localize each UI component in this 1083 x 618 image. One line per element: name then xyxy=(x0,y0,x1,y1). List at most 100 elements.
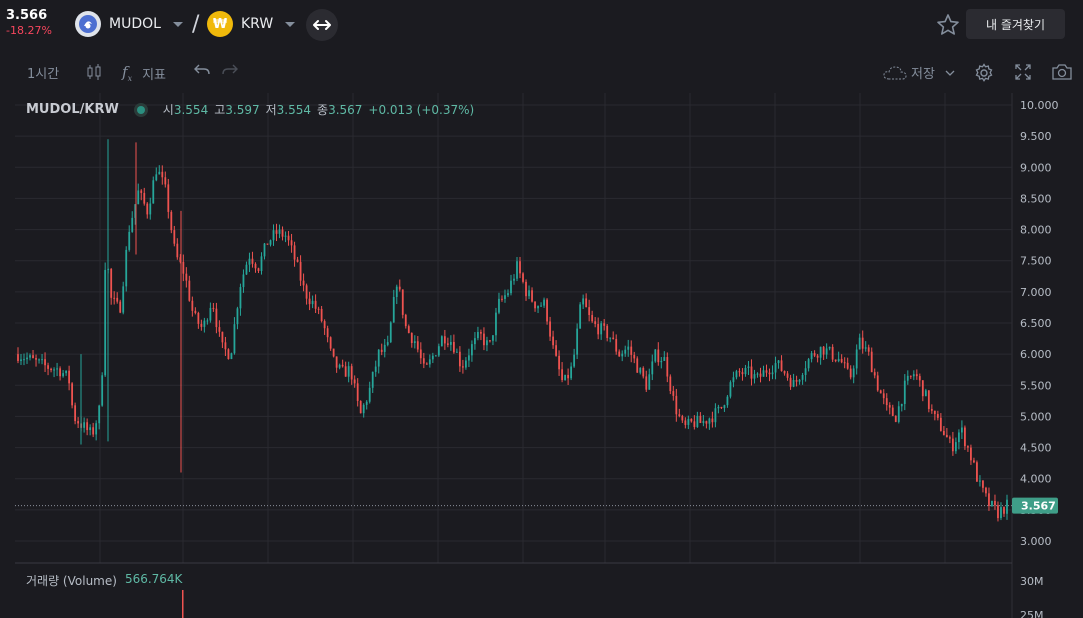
candle-body xyxy=(104,269,107,376)
candle-body xyxy=(681,416,684,421)
candle-body xyxy=(278,229,281,234)
settings-button[interactable] xyxy=(974,63,994,83)
chevron-down-icon xyxy=(172,21,183,27)
candle-body xyxy=(753,374,756,379)
fullscreen-button[interactable] xyxy=(1014,63,1032,81)
candle-body xyxy=(167,184,170,212)
candle-body xyxy=(65,370,67,374)
candle-body xyxy=(651,361,654,375)
candle-body xyxy=(383,344,386,352)
candle-body xyxy=(474,338,476,345)
volume-label: 거래량 (Volume) xyxy=(26,574,117,588)
candle-body xyxy=(314,300,317,309)
candle-body xyxy=(287,235,290,241)
legend-close-label: 종 xyxy=(317,103,329,117)
candle-body xyxy=(630,346,633,355)
candle-body xyxy=(867,347,870,352)
candle-body xyxy=(446,343,449,345)
candle-body xyxy=(849,368,852,378)
candle-body xyxy=(458,351,461,367)
current-price: 3.566 xyxy=(6,8,48,23)
candle-body xyxy=(726,396,729,406)
candle-body xyxy=(991,500,993,506)
candle-body xyxy=(50,368,52,371)
candle-body xyxy=(970,447,972,461)
candle-body xyxy=(924,390,927,397)
candle-body xyxy=(404,314,407,327)
candle-body xyxy=(254,263,257,269)
candle-body xyxy=(212,307,215,309)
favorites-button[interactable]: 내 즐겨찾기 xyxy=(966,9,1065,39)
star-icon[interactable] xyxy=(936,13,960,37)
candle-body xyxy=(62,373,64,377)
legend-close: 3.567 xyxy=(328,102,363,117)
candle-body xyxy=(26,357,28,360)
header-bar: 3.566 -18.27% MUDOL / ₩ KRW 내 즐겨찾기 xyxy=(0,0,1083,50)
candle-body xyxy=(717,406,720,409)
candle-body xyxy=(979,480,981,482)
candle-body xyxy=(209,307,212,321)
candle-body xyxy=(311,300,314,305)
candle-body xyxy=(516,261,518,279)
candle-body xyxy=(83,422,86,428)
candle-body xyxy=(994,500,996,506)
candle-body xyxy=(206,320,209,322)
candle-body xyxy=(338,364,341,368)
volume-tick-label: 25M xyxy=(1020,609,1044,618)
y-tick-label: 4.000 xyxy=(1020,473,1052,486)
candle-body xyxy=(149,203,152,215)
candle-body xyxy=(789,377,792,387)
chevron-down-icon xyxy=(285,21,296,27)
volume-value: 566.764K xyxy=(124,572,183,586)
settings-icon xyxy=(975,63,993,82)
candle-body xyxy=(507,293,509,296)
candle-body xyxy=(945,434,948,438)
candle-body xyxy=(525,281,527,297)
fullscreen-icon xyxy=(1015,64,1031,80)
candle-body xyxy=(942,430,945,435)
candle-body xyxy=(997,505,999,519)
y-tick-label: 7.500 xyxy=(1020,255,1052,268)
redo-button[interactable] xyxy=(222,63,238,77)
candle-body xyxy=(711,418,714,423)
candle-body xyxy=(774,363,777,373)
candle-body xyxy=(341,364,344,367)
series-visibility-toggle[interactable] xyxy=(136,105,145,114)
candle-body xyxy=(714,408,717,423)
candle-body xyxy=(633,354,636,359)
candle-body xyxy=(35,358,37,360)
indicators-button[interactable]: fx 지표 xyxy=(122,63,166,83)
candle-body xyxy=(573,354,576,367)
screenshot-button[interactable] xyxy=(1051,63,1073,81)
candle-body xyxy=(422,358,425,364)
candle-body xyxy=(320,308,323,322)
y-tick-label: 6.500 xyxy=(1020,317,1052,330)
base-coin-selector[interactable]: MUDOL xyxy=(75,11,183,37)
candle-body xyxy=(693,421,696,427)
chevron-down-icon xyxy=(945,70,955,76)
quote-coin-selector[interactable]: ₩ KRW xyxy=(207,11,296,37)
legend-change: +0.013 (+0.37%) xyxy=(368,102,475,117)
candle-body xyxy=(407,326,410,333)
candle-body xyxy=(299,261,302,281)
candle-body xyxy=(362,404,365,414)
candle-body xyxy=(843,362,846,364)
interval-label: 1시간 xyxy=(27,67,60,82)
candle-body xyxy=(561,369,563,381)
candle-body xyxy=(690,418,693,422)
legend-low: 3.554 xyxy=(276,102,312,117)
candle-body xyxy=(795,380,798,382)
candle-body xyxy=(906,375,909,381)
candle-body xyxy=(455,351,458,353)
undo-button[interactable] xyxy=(194,63,210,77)
candle-type-button[interactable] xyxy=(85,63,103,81)
save-button[interactable]: 저장 xyxy=(883,63,955,82)
candle-body xyxy=(582,298,585,305)
candle-body xyxy=(41,359,43,361)
candle-body xyxy=(729,382,732,397)
swap-button[interactable] xyxy=(306,9,338,41)
candle-body xyxy=(961,427,963,433)
price-chart[interactable]: 10.000 9.500 9.000 8.500 8.000 7.500 7.000 6.50… xyxy=(0,93,1083,618)
interval-button[interactable]: 1시간 xyxy=(27,63,59,82)
candle-body xyxy=(783,371,786,374)
